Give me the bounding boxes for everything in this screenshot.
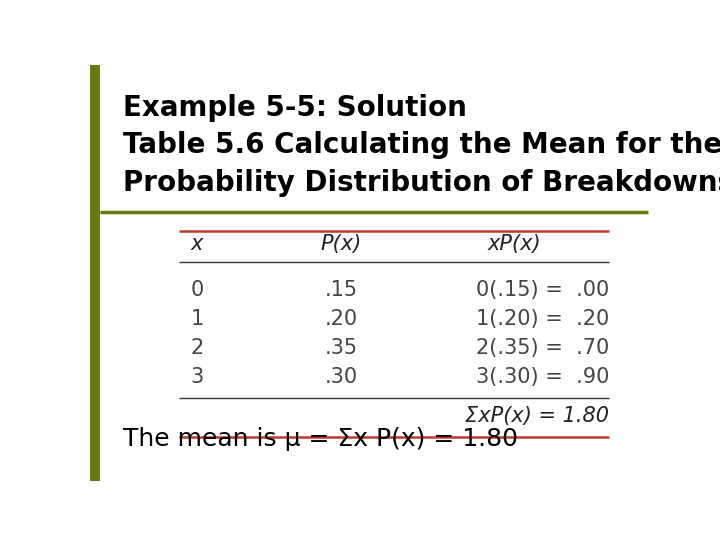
Text: 0(.15) =  .00: 0(.15) = .00	[476, 280, 609, 300]
Text: Example 5-5: Solution: Example 5-5: Solution	[124, 94, 467, 122]
Text: .30: .30	[325, 368, 358, 388]
Text: .15: .15	[325, 280, 358, 300]
Text: The mean is μ = Σx P(x) = 1.80: The mean is μ = Σx P(x) = 1.80	[124, 428, 518, 451]
Text: P(x): P(x)	[320, 234, 361, 254]
Text: Table 5.6 Calculating the Mean for the: Table 5.6 Calculating the Mean for the	[124, 131, 720, 159]
Text: 2(.35) =  .70: 2(.35) = .70	[476, 339, 609, 359]
Text: 1: 1	[190, 309, 204, 329]
Text: Probability Distribution of Breakdowns: Probability Distribution of Breakdowns	[124, 168, 720, 197]
Text: xP(x): xP(x)	[487, 234, 541, 254]
Text: .20: .20	[325, 309, 358, 329]
Text: 3(.30) =  .90: 3(.30) = .90	[476, 368, 609, 388]
Bar	[90, 65, 100, 481]
Text: ΣxP(x) = 1.80: ΣxP(x) = 1.80	[465, 406, 609, 426]
Text: 0: 0	[190, 280, 204, 300]
Text: 3: 3	[190, 368, 204, 388]
Text: .35: .35	[325, 339, 358, 359]
Text: x: x	[190, 234, 203, 254]
Text: 1(.20) =  .20: 1(.20) = .20	[476, 309, 609, 329]
Text: 2: 2	[190, 339, 204, 359]
